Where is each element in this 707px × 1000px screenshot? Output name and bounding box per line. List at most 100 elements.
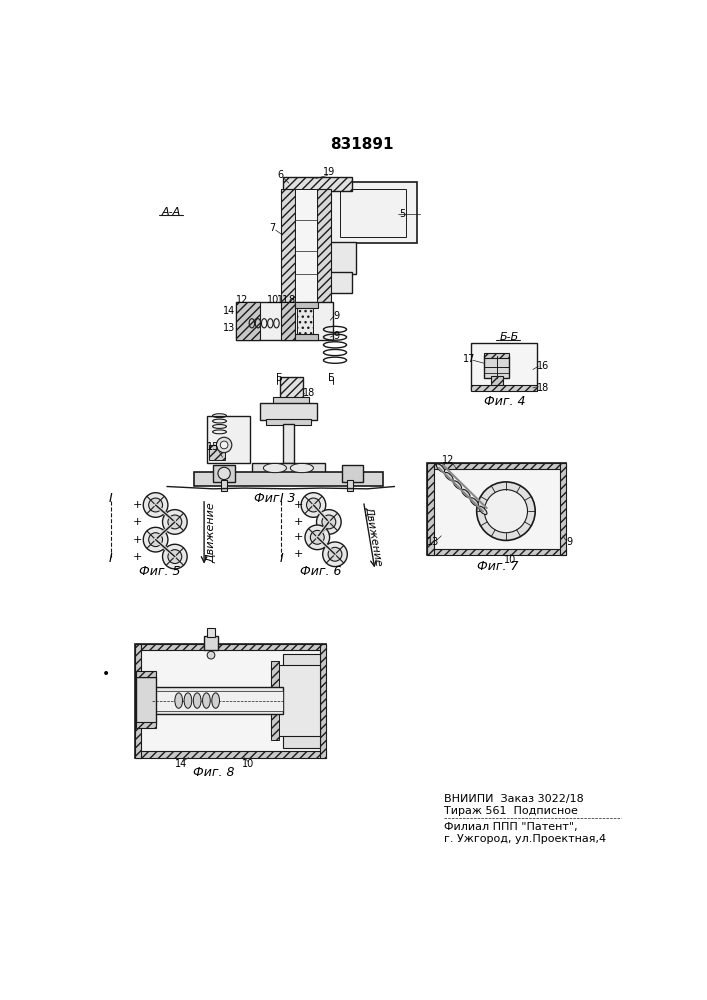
Bar: [236, 302, 333, 340]
Bar: [135, 644, 326, 758]
Text: 9: 9: [334, 331, 339, 341]
Circle shape: [218, 467, 230, 480]
Text: I: I: [279, 552, 283, 565]
Bar: [136, 671, 156, 677]
Bar: [472, 343, 537, 389]
Bar: [136, 722, 156, 728]
Text: +: +: [133, 500, 143, 510]
Ellipse shape: [212, 693, 219, 708]
Ellipse shape: [479, 506, 487, 515]
Text: 18: 18: [537, 383, 549, 393]
Bar: [204, 636, 218, 650]
Circle shape: [163, 544, 187, 569]
Circle shape: [307, 498, 320, 512]
Bar: [135, 644, 326, 650]
Bar: [283, 424, 294, 463]
Text: +: +: [293, 500, 303, 510]
Bar: [491, 376, 503, 388]
Bar: [279, 377, 303, 399]
Ellipse shape: [264, 463, 286, 473]
Text: 10: 10: [242, 759, 254, 769]
Text: +: +: [293, 517, 303, 527]
Text: г. Ужгород, ул.Проектная,4: г. Ужгород, ул.Проектная,4: [444, 834, 607, 844]
Text: 11: 11: [276, 295, 288, 305]
Text: 5: 5: [399, 209, 405, 219]
Text: +: +: [133, 535, 143, 545]
Circle shape: [484, 490, 527, 533]
Bar: [472, 385, 537, 391]
Text: 19: 19: [322, 167, 335, 177]
Ellipse shape: [175, 693, 182, 708]
Text: Фиг. 7: Фиг. 7: [477, 560, 519, 573]
Text: •: •: [101, 667, 110, 681]
Text: Фиг. 3: Фиг. 3: [255, 492, 296, 505]
Bar: [207, 416, 250, 463]
Circle shape: [168, 550, 182, 564]
Bar: [283, 177, 352, 191]
Text: 8: 8: [289, 295, 295, 305]
Text: I: I: [279, 492, 283, 505]
Text: 6: 6: [277, 170, 284, 180]
Ellipse shape: [184, 693, 192, 708]
Circle shape: [144, 493, 168, 517]
Text: Движение: Движение: [363, 505, 384, 567]
Bar: [329, 182, 417, 243]
Ellipse shape: [291, 463, 313, 473]
Ellipse shape: [193, 693, 201, 708]
Circle shape: [148, 498, 163, 512]
Bar: [271, 665, 320, 736]
Bar: [428, 463, 566, 469]
Text: I: I: [109, 492, 113, 505]
Text: А-А: А-А: [161, 207, 180, 217]
Text: 9: 9: [566, 537, 572, 547]
Text: 10: 10: [503, 555, 516, 565]
Text: +: +: [133, 517, 143, 527]
Text: 13: 13: [223, 323, 235, 333]
Text: 7: 7: [269, 223, 276, 233]
Circle shape: [144, 527, 168, 552]
Circle shape: [163, 510, 187, 534]
Bar: [136, 677, 156, 724]
Circle shape: [322, 542, 347, 567]
Bar: [271, 661, 279, 740]
Bar: [221, 480, 227, 491]
Text: 18: 18: [303, 388, 315, 398]
Circle shape: [305, 525, 329, 550]
Text: Фиг. 4: Фиг. 4: [484, 395, 525, 408]
Text: Б-Б: Б-Б: [500, 332, 520, 342]
Ellipse shape: [436, 464, 445, 472]
Text: +: +: [133, 552, 143, 562]
Text: 13: 13: [426, 537, 439, 547]
Text: 16: 16: [537, 361, 549, 371]
Bar: [274, 397, 309, 405]
Text: Б: Б: [328, 373, 334, 383]
Text: Б: Б: [276, 373, 283, 383]
Text: 14: 14: [223, 306, 235, 316]
Text: Филиал ППП "Патент",: Филиал ППП "Патент",: [444, 822, 578, 832]
Bar: [252, 463, 325, 474]
Bar: [295, 302, 318, 308]
Circle shape: [216, 437, 232, 453]
Bar: [296, 305, 313, 337]
Circle shape: [322, 515, 336, 529]
Bar: [560, 463, 566, 555]
Bar: [283, 654, 320, 748]
Bar: [428, 463, 566, 555]
Text: Тираж 561  Подписное: Тираж 561 Подписное: [444, 806, 578, 816]
Bar: [236, 302, 259, 340]
Bar: [342, 465, 363, 482]
Text: 9: 9: [334, 311, 339, 321]
Circle shape: [477, 482, 535, 540]
Bar: [484, 353, 509, 358]
Circle shape: [317, 510, 341, 534]
Circle shape: [310, 530, 325, 544]
Bar: [207, 628, 215, 637]
Ellipse shape: [203, 693, 210, 708]
Bar: [194, 472, 382, 486]
Text: 12: 12: [442, 455, 455, 465]
Bar: [259, 403, 317, 420]
Bar: [346, 480, 353, 491]
Text: +: +: [293, 549, 303, 559]
Bar: [266, 419, 311, 425]
Bar: [135, 751, 326, 758]
